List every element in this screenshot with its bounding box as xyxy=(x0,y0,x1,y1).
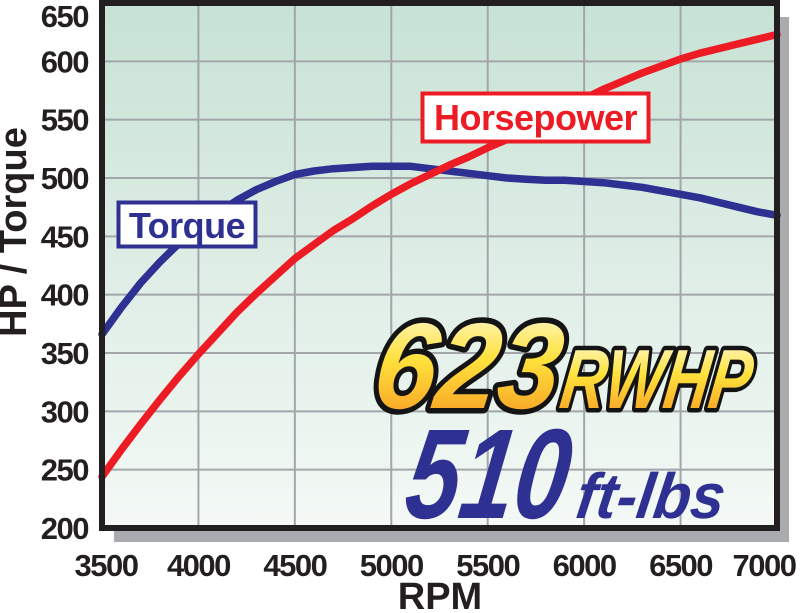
x-tick-6500: 6500 xyxy=(649,548,712,583)
torque-series-label: Torque xyxy=(129,205,245,246)
peak-callout: 623 RWHP 510 ft-lbs xyxy=(361,292,764,546)
axis-tick-labels: 200 250 300 350 400 450 500 550 600 650 3500 4000 45… xyxy=(41,0,797,583)
peak-hp-value: 623 xyxy=(366,298,571,434)
x-tick-5000: 5000 xyxy=(360,548,423,583)
y-tick-500: 500 xyxy=(41,161,88,196)
plot-area xyxy=(102,3,777,528)
y-tick-300: 300 xyxy=(41,394,88,429)
y-tick-250: 250 xyxy=(41,453,88,488)
plot-background xyxy=(102,3,777,528)
y-tick-200: 200 xyxy=(41,511,88,546)
y-tick-450: 450 xyxy=(41,219,88,254)
y-tick-550: 550 xyxy=(41,103,88,138)
x-tick-3500: 3500 xyxy=(75,548,138,583)
curve-horsepower xyxy=(98,30,781,481)
x-tick-5500: 5500 xyxy=(456,548,519,583)
torque-series-label-box: Torque xyxy=(116,200,258,249)
x-tick-7000: 7000 xyxy=(733,548,796,583)
y-tick-400: 400 xyxy=(41,278,88,313)
horsepower-series-label: Horsepower xyxy=(434,97,638,138)
peak-hp-unit: RWHP xyxy=(555,332,759,426)
x-tick-4000: 4000 xyxy=(167,548,230,583)
horsepower-series-label-box: Horsepower xyxy=(420,91,651,144)
peak-torque-unit: ft-lbs xyxy=(572,460,730,532)
y-tick-350: 350 xyxy=(41,336,88,371)
peak-torque-value: 510 xyxy=(398,404,580,546)
y-axis-label: HP / Torque xyxy=(0,127,35,337)
x-axis-label: RPM xyxy=(398,576,482,613)
x-tick-4500: 4500 xyxy=(263,548,326,583)
plot-border xyxy=(99,0,780,531)
y-tick-650: 650 xyxy=(41,0,88,34)
horsepower-label-frame xyxy=(420,91,651,144)
torque-label-frame xyxy=(116,200,258,249)
y-tick-600: 600 xyxy=(41,44,88,79)
x-tick-6000: 6000 xyxy=(553,548,616,583)
